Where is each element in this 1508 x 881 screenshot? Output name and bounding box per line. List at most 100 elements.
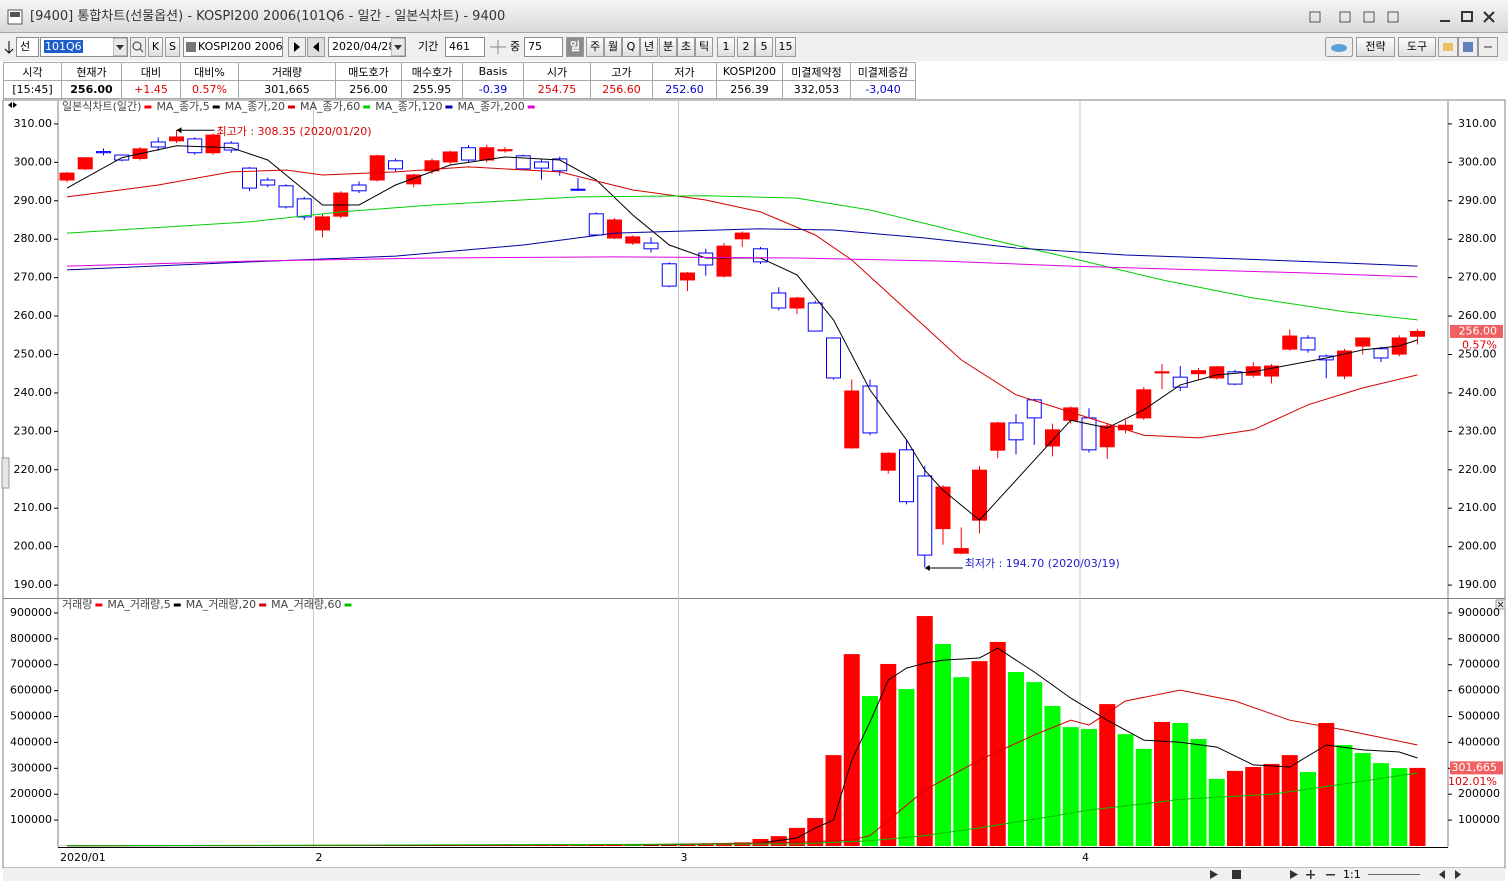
interval-button[interactable]: 월	[604, 37, 622, 57]
last-value-label: 256.00	[1459, 324, 1498, 337]
volume-bar	[1373, 763, 1389, 846]
search-button[interactable]	[130, 37, 146, 57]
volume-bar	[1318, 723, 1335, 846]
arrow-icon[interactable]	[3, 39, 15, 55]
candle-body	[1209, 366, 1225, 379]
y-tick-label: 230.00	[14, 424, 53, 437]
candle-body	[552, 158, 568, 172]
quote-value: 332,053	[782, 80, 851, 99]
y-tick-label: 280.00	[1458, 232, 1497, 245]
interval-button[interactable]: 주	[586, 37, 604, 57]
close-pane[interactable]	[1495, 599, 1506, 610]
cloud-button[interactable]	[1325, 37, 1353, 57]
last-value-label: 301,665	[1452, 761, 1498, 774]
volume-bar	[916, 616, 933, 846]
volume-bar	[770, 836, 787, 846]
candle-body	[734, 232, 750, 240]
volume-bar	[1300, 771, 1316, 846]
ma-line	[66, 256, 1418, 278]
x-tick-label: 4	[1082, 851, 1089, 864]
candle-body	[96, 151, 111, 154]
quote-header: 미결제증감	[850, 62, 916, 81]
volume-bar	[679, 844, 696, 846]
y-tick-label: 220.00	[14, 463, 53, 476]
ma-line	[66, 772, 1418, 847]
volume-bar	[1026, 682, 1043, 846]
candle-body	[388, 160, 403, 170]
s-button[interactable]: S	[165, 37, 180, 57]
volume-bar	[1208, 778, 1225, 846]
candle-body	[260, 179, 276, 186]
legend-label: MA_거래량,20	[186, 598, 256, 611]
volume-bar	[843, 654, 860, 846]
y-tick-label: 300000	[10, 761, 52, 774]
name-box[interactable]: KOSPI200 2006	[183, 37, 283, 57]
dropdown[interactable]	[391, 38, 405, 56]
interval-button[interactable]: 5	[755, 37, 773, 57]
y-tick-label: 280.00	[14, 232, 53, 245]
candle-body	[880, 452, 896, 471]
candle-body	[862, 385, 878, 434]
side-tab[interactable]	[1, 457, 10, 489]
interval-button[interactable]: 1	[717, 37, 735, 57]
annotation: 최저가 : 194.70 (2020/03/19)	[965, 557, 1120, 570]
candle-body	[1136, 389, 1152, 419]
toolbar: 선 101Q6 K S KOSPI200 2006 2020/04/28 기간 …	[0, 33, 1508, 61]
volume-bar	[971, 661, 988, 846]
date-box[interactable]: 2020/04/28	[328, 37, 406, 57]
quote-value: 0.57%	[180, 80, 239, 99]
zoom-box[interactable]: 75	[524, 37, 563, 57]
candle-body	[935, 486, 951, 530]
quote-header: 현재가	[61, 62, 122, 81]
candle-body	[1264, 365, 1279, 377]
volume-bar	[697, 843, 714, 846]
candle-body	[1099, 425, 1115, 448]
code-input[interactable]: 101Q6	[40, 37, 128, 57]
interval-button[interactable]: 틱	[695, 37, 713, 57]
interval-button[interactable]: 일	[566, 37, 584, 57]
toolbar-icons[interactable]	[1438, 37, 1504, 57]
interval-button[interactable]: 2	[737, 37, 755, 57]
legend-label: MA_종가,200	[457, 100, 524, 113]
status-bar	[3, 868, 1505, 881]
nav-buttons[interactable]	[288, 37, 326, 57]
status-icons[interactable]	[1210, 870, 1465, 879]
interval-button[interactable]: 15	[775, 37, 796, 57]
y-tick-label: 310.00	[14, 117, 53, 130]
y-tick-label: 300.00	[1458, 155, 1497, 168]
x-tick-label: 2020/01	[60, 851, 106, 864]
k-button[interactable]: K	[148, 37, 163, 57]
volume-bar	[1172, 723, 1189, 846]
volume-bar	[1062, 727, 1079, 846]
y-tick-label: 240.00	[1458, 386, 1497, 399]
quote-table: 시각 현재가 대비 대비% 거래량 매도호가 매수호가 Basis 시가 고가 저가 KOSPI200…	[3, 62, 916, 99]
legend-label: 일본식차트(일간)	[62, 99, 141, 113]
move-icon[interactable]	[489, 39, 507, 55]
interval-button[interactable]: Q	[622, 37, 640, 57]
candle-body	[223, 142, 239, 151]
mode-box[interactable]: 선	[16, 37, 39, 57]
y-tick-label: 400000	[10, 735, 52, 748]
y-tick-label: 240.00	[14, 386, 53, 399]
dropdown[interactable]	[113, 38, 127, 56]
volume-bar	[1281, 755, 1298, 846]
y-tick-label: 700000	[1458, 658, 1500, 671]
strategy-button[interactable]: 전략	[1356, 37, 1395, 57]
y-tick-label: 210.00	[1458, 501, 1497, 514]
window-controls[interactable]	[1300, 8, 1505, 26]
quote-value: -3,040	[850, 80, 916, 99]
quote-header: Basis	[462, 62, 524, 81]
y-tick-label: 500000	[10, 710, 52, 723]
tools-button[interactable]: 도구	[1398, 37, 1436, 57]
candle-body	[899, 449, 914, 503]
pane-toggle[interactable]	[8, 102, 17, 108]
interval-button[interactable]: 초	[677, 37, 695, 57]
volume-bar	[1354, 753, 1371, 846]
volume-bar	[953, 677, 970, 846]
y-tick-label: 200.00	[14, 540, 53, 553]
interval-button[interactable]: 분	[659, 37, 677, 57]
interval-button[interactable]: 년	[640, 37, 658, 57]
quote-value: 256.00	[335, 80, 402, 99]
period-box[interactable]: 461	[445, 37, 485, 57]
